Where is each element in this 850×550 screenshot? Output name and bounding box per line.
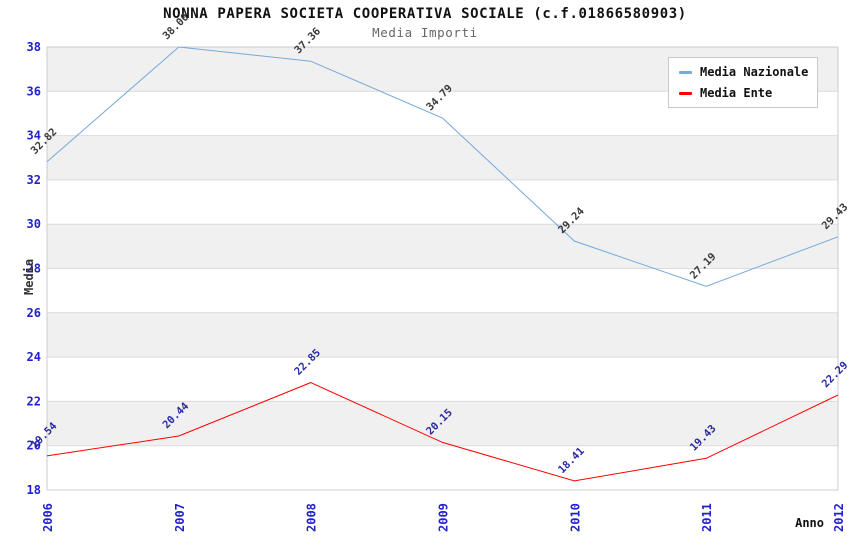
legend-item-media-ente: Media Ente (679, 86, 809, 100)
legend-swatch-media-nazionale (679, 70, 692, 74)
value-label-media-ente: 18.41 (556, 445, 587, 476)
legend: Media Nazionale Media Ente (668, 57, 818, 108)
legend-label-media-nazionale: Media Nazionale (700, 65, 809, 79)
plot-band (47, 224, 838, 269)
y-tick-label: 18 (27, 483, 41, 497)
plot-band (47, 401, 838, 446)
legend-swatch-media-ente (679, 91, 692, 95)
legend-item-media-nazionale: Media Nazionale (679, 65, 809, 79)
legend-label-media-ente: Media Ente (700, 86, 773, 100)
plot-band (47, 135, 838, 180)
line-media-ente (46, 382, 839, 482)
x-tick-label: 2011 (700, 503, 714, 532)
x-tick-label: 2006 (41, 503, 55, 532)
y-tick-label: 36 (27, 84, 41, 98)
y-tick-label: 32 (27, 173, 41, 187)
value-label-media-ente: 22.29 (820, 359, 850, 390)
y-tick-label: 26 (27, 306, 41, 320)
chart-title: NONNA PAPERA SOCIETA COOPERATIVA SOCIALE… (163, 6, 687, 22)
y-tick-label: 38 (27, 40, 41, 54)
x-tick-label: 2009 (437, 503, 451, 532)
plot-border (46, 46, 839, 491)
x-tick-label: 2012 (832, 503, 846, 532)
plot-area: 18 20 22 24 26 28 30 32 34 36 38 2006 2007 2008 2009 20… (27, 11, 850, 532)
y-tick-label: 20 (27, 439, 41, 453)
x-axis-title: Anno (795, 516, 824, 530)
y-tick-label: 28 (27, 262, 41, 276)
x-tick-label: 2007 (173, 503, 187, 532)
chart-subtitle: Media Importi (372, 25, 478, 40)
y-tick-label: 30 (27, 217, 41, 231)
plot-band (47, 312, 838, 358)
line-media-nazionale (46, 46, 839, 287)
x-tick-label: 2008 (305, 503, 319, 532)
y-tick-label: 24 (27, 350, 41, 364)
value-label-media-nazionale: 38.00 (160, 11, 191, 42)
y-axis-title: Media (22, 259, 36, 295)
y-tick-label: 34 (27, 129, 41, 143)
x-tick-label: 2010 (568, 503, 582, 532)
y-tick-label: 22 (27, 394, 41, 408)
